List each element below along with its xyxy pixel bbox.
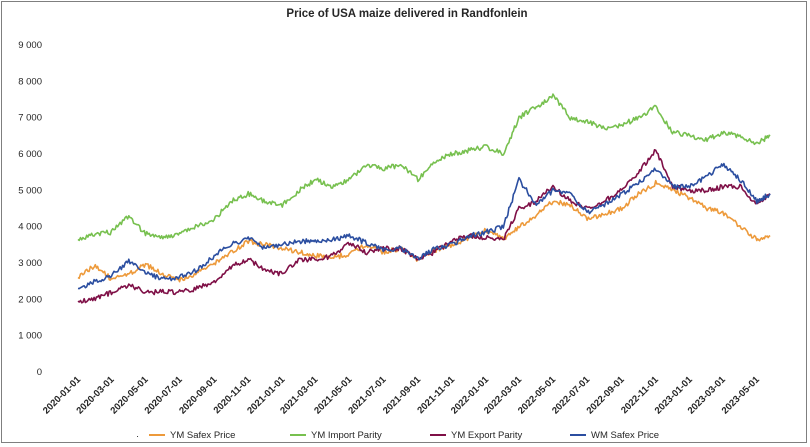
y-tick-label: 7 000 [18,113,42,124]
x-tick-label: 2023-05-01 [720,374,763,417]
y-tick-label: 9 000 [18,40,42,51]
y-axis-ticks: 0 1 000 2 000 3 000 4 000 5 000 6 000 7 000 8 00… [18,40,42,378]
y-tick-label: 3 000 [18,258,42,269]
y-tick-label: 6 000 [18,149,42,160]
y-tick-label: 0 [37,367,42,378]
series-line-ym-export-parity [77,149,771,304]
chart-title: Price of USA maize delivered in Randfonl… [286,8,527,20]
legend-label: YM Import Parity [311,430,382,441]
series-line-wm-safex-price [77,162,771,290]
legend-marker: · [136,431,139,442]
y-tick-label: 4 000 [18,222,42,233]
legend-label: WM Safex Price [591,430,659,441]
y-tick-label: 8 000 [18,76,42,87]
y-tick-label: 2 000 [18,294,42,305]
legend-label: YM Safex Price [170,430,235,441]
legend-label: YM Export Parity [451,430,523,441]
y-tick-label: 1 000 [18,331,42,342]
series-lines [77,93,771,304]
series-line-ym-import-parity [77,93,771,242]
legend: · YM Safex Price YM Import Parity YM Export… [136,430,659,442]
x-axis-ticks: 2020-01-012020-03-012020-05-012020-07-01… [41,374,762,417]
y-tick-label: 5 000 [18,185,42,196]
